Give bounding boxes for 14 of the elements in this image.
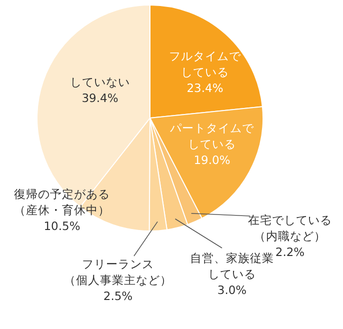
- slice-label: 自営、家族従業している: [190, 251, 274, 281]
- data-label: 39.4%: [82, 91, 118, 105]
- slice-label: パートタイムでしている: [169, 121, 255, 151]
- slice-label: フリーランス（個人事業主など）: [64, 257, 172, 287]
- data-label: 10.5%: [44, 219, 80, 233]
- data-label: 2.5%: [103, 289, 133, 303]
- slice-label: 復帰の予定がある（産休・育休中）: [14, 187, 110, 217]
- data-label: 2.2%: [275, 245, 305, 259]
- slice-label: フルタイムでしている: [169, 49, 242, 79]
- data-label: 23.4%: [186, 81, 224, 95]
- slice-label: 在宅でしている（内職など）: [248, 213, 332, 243]
- data-label: 3.0%: [217, 283, 247, 297]
- slice-label: していない: [70, 75, 130, 89]
- data-label: 19.0%: [194, 153, 230, 167]
